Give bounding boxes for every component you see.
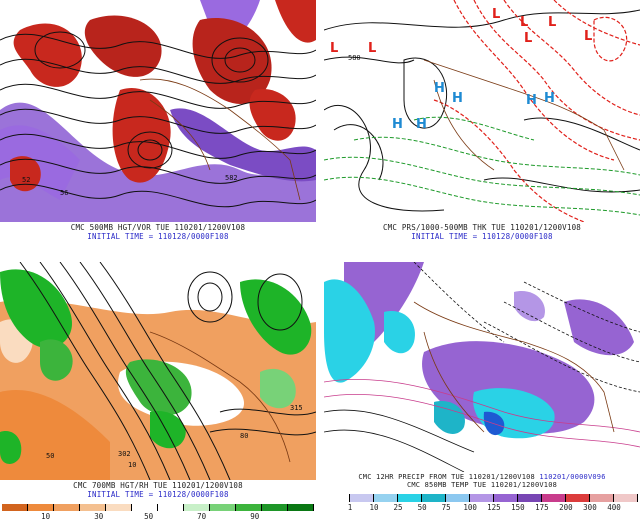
colorbar-tick: 175 <box>535 503 549 512</box>
low-pressure-marker: L <box>524 31 532 46</box>
caption: CMC 500MB HGT/VOR TUE 110201/1200V108 IN… <box>0 223 316 241</box>
colorbar-tick: 100 <box>463 503 477 512</box>
high-pressure-marker: H <box>452 91 463 106</box>
colorbar-tick: 400 <box>607 503 621 512</box>
caption-subtitle: CMC 850MB TEMP TUE 110201/1200V108 <box>406 481 558 489</box>
pressure-thickness-map: L L L L L L L H H H H H H 580 <box>324 0 640 222</box>
colorbar-tick: 10 <box>369 503 379 512</box>
colorbar-segment <box>590 494 614 502</box>
colorbar-segment <box>446 494 470 502</box>
colorbar-tick: 50 <box>144 512 154 521</box>
caption-title: CMC PRS/1000-500MB THK TUE 110201/1200V1… <box>382 223 582 232</box>
contour-label: 580 <box>348 54 361 62</box>
high-pressure-marker: H <box>416 117 427 132</box>
rh-colorbar <box>2 504 314 511</box>
colorbar-segment <box>398 494 422 502</box>
colorbar-tick: 50 <box>417 503 427 512</box>
panel-500mb-vorticity: 582 52 56 CMC 500MB HGT/VOR TUE 110201/1… <box>0 0 316 250</box>
precip-colorbar-ticks: 1 10 25 50 75 100 125 150 175 200 300 40… <box>326 503 638 513</box>
colorbar-segment <box>210 504 236 511</box>
contour-label: 56 <box>60 189 68 197</box>
colorbar-segment <box>262 504 288 511</box>
colorbar-segment <box>106 504 132 511</box>
low-pressure-marker: L <box>368 41 376 56</box>
high-pressure-marker: H <box>544 91 555 106</box>
contour-label: 52 <box>22 176 30 184</box>
colorbar-tick: 10 <box>41 512 51 521</box>
caption-initial-time: INITIAL TIME = 110128/0000F108 <box>411 232 553 241</box>
caption: CMC PRS/1000-500MB THK TUE 110201/1200V1… <box>324 223 640 241</box>
caption-initial-time: INITIAL TIME = 110128/0000F108 <box>87 232 229 241</box>
caption: CMC 700MB HGT/RH TUE 110201/1200V108 INI… <box>0 481 316 499</box>
colorbar-segment <box>184 504 210 511</box>
colorbar-segment <box>28 504 54 511</box>
rh-colorbar-ticks: 10 30 50 70 90 <box>2 512 314 522</box>
colorbar-segment <box>54 504 80 511</box>
contour-label: 50 <box>46 452 54 460</box>
panel-700mb-rh: 315 10 50 80 302 CMC 700MB HGT/RH TUE 11… <box>0 262 316 521</box>
colorbar-segment <box>236 504 262 511</box>
contour-label: 582 <box>225 174 238 182</box>
panel-pressure-thickness: L L L L L L L H H H H H H 580 CMC PRS/10… <box>324 0 640 250</box>
colorbar-segment <box>80 504 106 511</box>
contour-label: 315 <box>290 404 303 412</box>
colorbar-segment <box>374 494 398 502</box>
caption-title-main: CMC 12HR PRECIP FROM TUE 110201/1200V108 <box>358 473 535 481</box>
colorbar-tick: 25 <box>393 503 403 512</box>
colorbar-segment <box>494 494 518 502</box>
colorbar-segment <box>422 494 446 502</box>
low-pressure-marker: L <box>492 7 500 22</box>
high-pressure-marker: H <box>434 81 445 96</box>
low-pressure-marker: L <box>520 15 528 30</box>
colorbar-tick: 90 <box>250 512 260 521</box>
colorbar-segment <box>470 494 494 502</box>
colorbar-segment <box>326 494 350 502</box>
colorbar-tick: 125 <box>487 503 501 512</box>
colorbar-segment <box>2 504 28 511</box>
vorticity-map: 582 52 56 <box>0 0 316 222</box>
colorbar-segment <box>566 494 590 502</box>
precip-colorbar <box>326 494 638 502</box>
contour-label: 80 <box>240 432 248 440</box>
contour-label: 302 <box>118 450 131 458</box>
colorbar-segment <box>542 494 566 502</box>
colorbar-segment <box>350 494 374 502</box>
colorbar-segment <box>158 504 184 511</box>
colorbar-segment <box>288 504 314 511</box>
caption: CMC 12HR PRECIP FROM TUE 110201/1200V108… <box>324 473 640 489</box>
colorbar-tick: 200 <box>559 503 573 512</box>
caption-initial-time: INITIAL TIME = 110128/0000F108 <box>87 490 229 499</box>
colorbar-segment <box>518 494 542 502</box>
high-pressure-marker: H <box>526 93 537 108</box>
colorbar-tick: 70 <box>197 512 207 521</box>
colorbar-tick: 30 <box>94 512 104 521</box>
precip-temperature-map <box>324 262 640 472</box>
contour-label: 10 <box>128 461 136 469</box>
low-pressure-marker: L <box>330 41 338 56</box>
caption-title: CMC 12HR PRECIP FROM TUE 110201/1200V108… <box>324 473 640 481</box>
relative-humidity-map: 315 10 50 80 302 <box>0 262 316 480</box>
caption-title: CMC 700MB HGT/RH TUE 110201/1200V108 <box>73 481 243 490</box>
colorbar-tick: 75 <box>441 503 451 512</box>
panel-precip-850mb-temp: CMC 12HR PRECIP FROM TUE 110201/1200V108… <box>324 262 640 512</box>
low-pressure-marker: L <box>584 29 592 44</box>
caption-title: CMC 500MB HGT/VOR TUE 110201/1200V108 <box>70 223 246 232</box>
colorbar-segment <box>614 494 638 502</box>
high-pressure-marker: H <box>392 117 403 132</box>
colorbar-tick: 300 <box>583 503 597 512</box>
colorbar-tick: 150 <box>511 503 525 512</box>
low-pressure-marker: L <box>548 15 556 30</box>
colorbar-tick: 1 <box>347 503 353 512</box>
caption-title-extra: 110201/0000V096 <box>539 473 606 481</box>
colorbar-segment <box>132 504 158 511</box>
